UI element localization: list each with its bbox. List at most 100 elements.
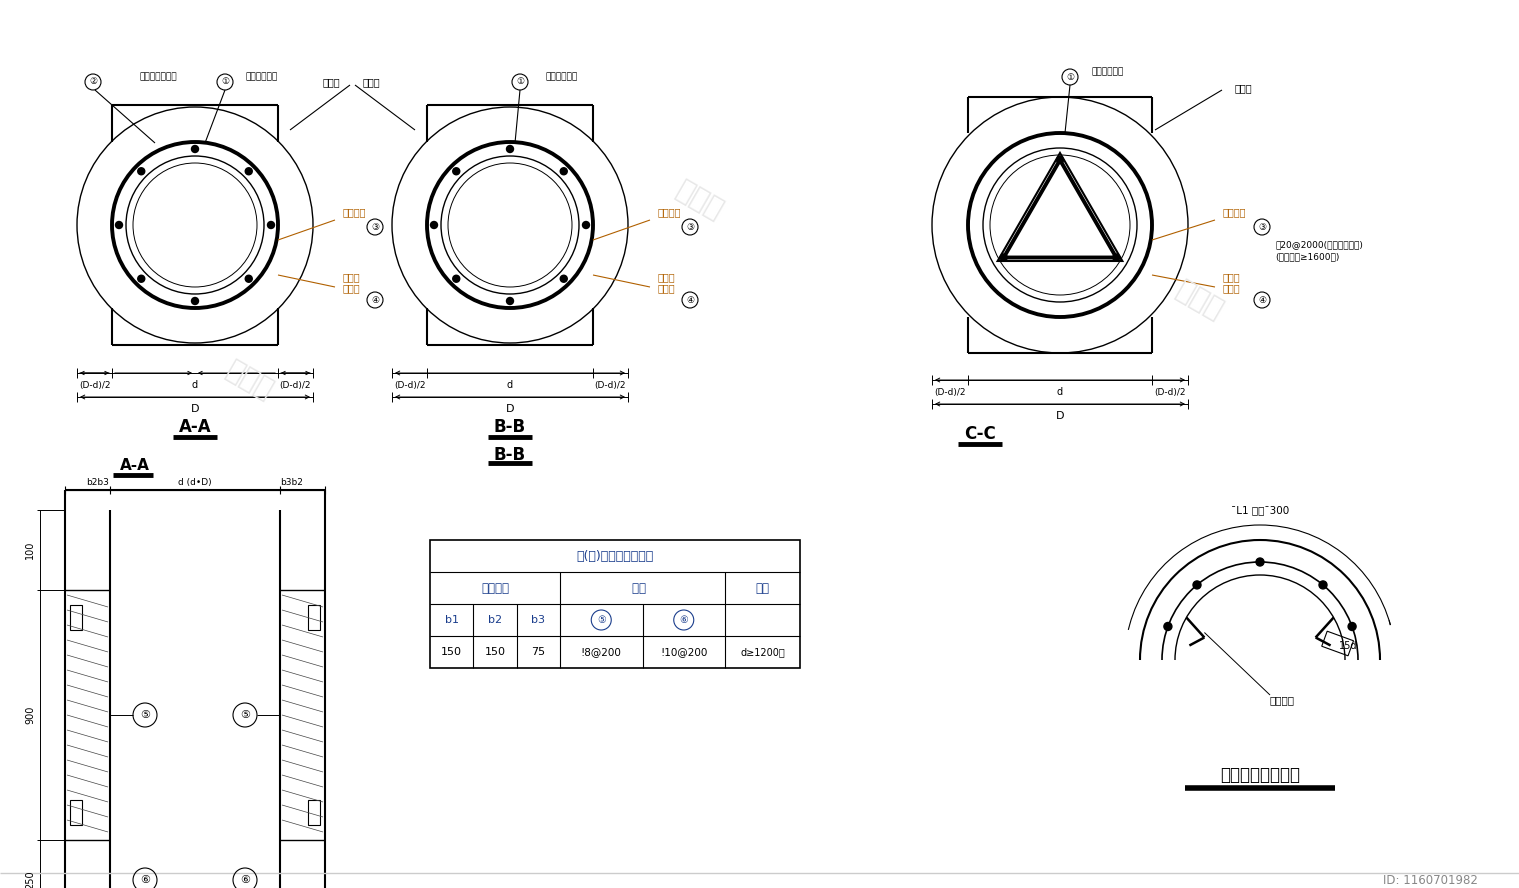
Bar: [430, 540, 801, 668]
Text: ①: ①: [220, 77, 229, 86]
Text: (D-d)/2: (D-d)/2: [79, 380, 111, 390]
Text: 150: 150: [441, 647, 462, 657]
Text: 强筠筋: 强筠筋: [658, 283, 676, 293]
Text: 环形加: 环形加: [343, 272, 360, 282]
Text: ③: ③: [371, 223, 380, 232]
Text: !8@200: !8@200: [580, 647, 621, 657]
Text: ③: ③: [1258, 223, 1265, 232]
Text: b3: b3: [532, 615, 545, 625]
Text: 扩大头: 扩大头: [322, 77, 340, 87]
Bar: [70, 800, 82, 825]
Text: D: D: [1056, 411, 1065, 421]
Circle shape: [245, 275, 252, 282]
Text: d: d: [507, 380, 513, 390]
Text: 螺旋筠筋: 螺旋筠筋: [343, 207, 366, 217]
Circle shape: [453, 168, 460, 175]
Text: ④: ④: [687, 296, 694, 305]
Text: 桶身通长纵筋: 桶身通长纵筋: [245, 73, 278, 82]
Text: d≥1200时: d≥1200时: [740, 647, 785, 657]
Text: 250: 250: [24, 871, 35, 888]
Text: 知末网: 知末网: [222, 355, 278, 405]
Text: ⑥: ⑥: [140, 875, 150, 885]
Text: b2b3: b2b3: [87, 478, 109, 487]
Circle shape: [1347, 622, 1356, 630]
Text: b3b2: b3b2: [281, 478, 304, 487]
Circle shape: [430, 221, 437, 228]
Text: (崩身直径≥1600时): (崩身直径≥1600时): [1274, 252, 1340, 261]
Text: ¯L1 、且¯300: ¯L1 、且¯300: [1230, 505, 1290, 515]
Text: B-B: B-B: [494, 446, 526, 464]
Text: 壁厚尺寸: 壁厚尺寸: [482, 582, 509, 594]
Text: 钉住纵筋: 钉住纵筋: [1270, 695, 1296, 705]
Circle shape: [191, 297, 199, 305]
Text: 崩身通长纵筋: 崩身通长纵筋: [1092, 67, 1124, 76]
Text: !10@200: !10@200: [661, 647, 708, 657]
Circle shape: [582, 221, 589, 228]
Circle shape: [1318, 581, 1328, 589]
Text: ④: ④: [371, 296, 380, 305]
Text: d: d: [1057, 387, 1063, 397]
Circle shape: [138, 275, 144, 282]
Text: b2: b2: [488, 615, 503, 625]
Circle shape: [1000, 254, 1007, 261]
Text: ⑤: ⑤: [140, 710, 150, 720]
Text: D: D: [191, 404, 199, 414]
Text: 扩大头: 扩大头: [1235, 83, 1253, 93]
Circle shape: [506, 297, 513, 305]
Text: 螺旋筠筋: 螺旋筠筋: [1223, 207, 1247, 217]
Circle shape: [506, 146, 513, 153]
Text: ③: ③: [687, 223, 694, 232]
Text: 桶身通长纵筋: 桶身通长纵筋: [545, 73, 577, 82]
Text: (D-d)/2: (D-d)/2: [594, 380, 626, 390]
Text: ④: ④: [1258, 296, 1265, 305]
Text: 15d: 15d: [1338, 640, 1356, 651]
Text: (D-d)/2: (D-d)/2: [1154, 387, 1186, 397]
Text: 钉筋: 钉筋: [632, 582, 653, 594]
Text: 知末网: 知末网: [1171, 275, 1229, 325]
Text: b1: b1: [445, 615, 459, 625]
Text: (D-d)/2: (D-d)/2: [395, 380, 425, 390]
Circle shape: [1192, 581, 1202, 589]
Bar: [308, 605, 321, 630]
Text: 备注: 备注: [755, 582, 770, 594]
Text: 强筠筋: 强筠筋: [343, 283, 360, 293]
Bar: [1322, 631, 1353, 656]
Text: 桶身非通长纵筋: 桶身非通长纵筋: [140, 73, 178, 82]
Circle shape: [561, 275, 567, 282]
Text: D: D: [506, 404, 515, 414]
Circle shape: [138, 168, 144, 175]
Text: 扩大头: 扩大头: [363, 77, 381, 87]
Text: ⑥: ⑥: [240, 875, 251, 885]
Text: B-B: B-B: [494, 418, 526, 436]
Text: ①: ①: [1066, 73, 1074, 82]
Text: 环形加: 环形加: [1223, 272, 1241, 282]
Text: ②: ②: [90, 77, 97, 86]
Text: 桶(崩)护壁设计参数表: 桶(崩)护壁设计参数表: [576, 550, 653, 562]
Text: Ｄ20@2000(三角加强筠筋): Ｄ20@2000(三角加强筠筋): [1274, 241, 1363, 250]
Circle shape: [245, 168, 252, 175]
Text: 强筠筋: 强筠筋: [1223, 283, 1241, 293]
Text: 150: 150: [485, 647, 506, 657]
Text: d: d: [191, 380, 197, 390]
Text: (D-d)/2: (D-d)/2: [279, 380, 311, 390]
Bar: [308, 800, 321, 825]
Text: A-A: A-A: [120, 457, 150, 472]
Text: ⑤: ⑤: [597, 615, 606, 625]
Circle shape: [267, 221, 275, 228]
Text: ①: ①: [516, 77, 524, 86]
Text: ⑥: ⑥: [679, 615, 688, 625]
Circle shape: [1164, 622, 1173, 630]
Text: 75: 75: [532, 647, 545, 657]
Text: 100: 100: [24, 541, 35, 559]
Text: A-A: A-A: [179, 418, 211, 436]
Text: C-C: C-C: [965, 425, 996, 443]
Circle shape: [1256, 558, 1264, 566]
Circle shape: [453, 275, 460, 282]
Circle shape: [191, 146, 199, 153]
Text: ID: 1160701982: ID: 1160701982: [1382, 874, 1478, 886]
Circle shape: [1113, 254, 1120, 261]
Circle shape: [561, 168, 567, 175]
Text: 900: 900: [24, 706, 35, 725]
Text: 螺旋筠筋: 螺旋筠筋: [658, 207, 682, 217]
Text: (D-d)/2: (D-d)/2: [934, 387, 966, 397]
